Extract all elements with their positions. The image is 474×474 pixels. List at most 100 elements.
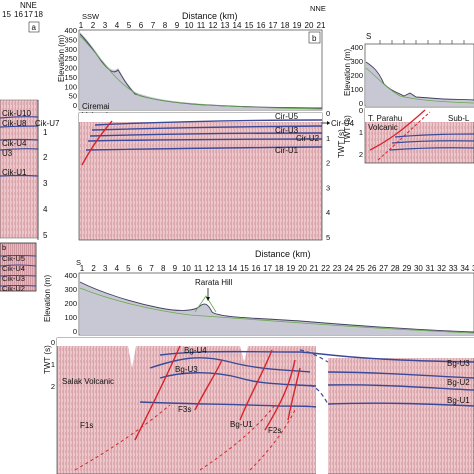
panel-d-distance-tick: 23 [333, 264, 342, 273]
panel-c-volcano: Volcanic [368, 123, 398, 132]
panel-a-twt-tick: 1 [43, 128, 48, 137]
panel-d-elevation-tick: 100 [64, 313, 77, 322]
panel-d-elev-label: Elevation (m) [43, 275, 52, 322]
panel-a-tick: 16 [14, 10, 23, 19]
panel-d-horizons [139, 350, 474, 408]
panel-c-ticks [379, 40, 465, 44]
panel-c-twt-tick: 2 [359, 150, 363, 159]
panel-b-distance-tick: 14 [233, 21, 242, 30]
panel-d-hill: Rarata Hill [195, 278, 233, 287]
panel-a-horizons [0, 116, 39, 177]
panel-c-label: S [366, 32, 371, 41]
panel-d-unit: Bg-U3 [175, 365, 198, 374]
panel-b-elevation-tick: 300 [64, 45, 77, 54]
panel-d-unit: Bg-U4 [184, 346, 207, 355]
panel-b-label-box [308, 31, 321, 44]
panel-d-distance-tick: 1 [80, 264, 85, 273]
panel-a-unit: Cik-U10 [2, 109, 31, 118]
panel-b-horizons [85, 119, 323, 151]
panel-b-fault [81, 120, 113, 166]
panel-d: Distance (km) S 1 2 3 4 5 6 7 8 9 10 11 12 13 14 15 16 1… [43, 249, 474, 474]
panel-d-distance-tick: 28 [391, 264, 400, 273]
panel-d-distance-tick: 18 [275, 264, 284, 273]
panel-b-twt-tick: 3 [326, 183, 330, 192]
panel-d-unit: Bg-U1 [447, 396, 470, 405]
panel-b-twt-tick: 4 [326, 208, 330, 217]
panel-d-distance-tick: 11 [194, 264, 203, 273]
panel-d-distance-tick: 17 [263, 264, 272, 273]
panel-d-twt-tick: 1 [51, 360, 55, 369]
panel-a-twt-tick: 2 [43, 153, 48, 162]
panel-b-label: b [312, 34, 317, 43]
panel-a-inset-unit: Cik-U3 [2, 274, 25, 283]
panel-b-unit: Cir-U1 [275, 146, 299, 155]
panel-d-distance-tick: 2 [91, 264, 96, 273]
panel-c-elevation-tick: 200 [350, 71, 363, 80]
panel-b-volcano: Ciremai [82, 102, 110, 111]
panel-d-distance-tick: 12 [205, 264, 214, 273]
panel-d-twt-tick: 0 [51, 338, 55, 347]
panel-b-unit: Cir-U3 [275, 126, 299, 135]
panel-b-distance-tick: 7 [151, 21, 156, 30]
panel-c-volcano: T. Parahu [368, 114, 402, 123]
panel-d-volcano: Salak Volcanic [62, 377, 114, 386]
panel-c-elevation-tick: 100 [350, 85, 363, 94]
panel-a-seismic [0, 99, 39, 239]
panel-c-elevation-tick: 300 [350, 57, 363, 66]
panel-b-elevation-tick: 100 [64, 82, 77, 91]
panel-a-twt-tick: 5 [43, 231, 48, 240]
panel-d-fault-label: F1s [80, 421, 93, 430]
panel-d-elevation-tick: 300 [64, 285, 77, 294]
panel-d-elevation-tick: 0 [73, 327, 77, 336]
panel-b-distance-tick: 6 [139, 21, 144, 30]
panel-b-distance-tick: 12 [209, 21, 218, 30]
panel-d-distance-tick: 35 [472, 264, 474, 273]
panel-c-elevation-tick: 0 [359, 99, 363, 108]
panel-d-left-dir: S [76, 258, 81, 267]
panel-b-distance-tick: 5 [127, 21, 132, 30]
panel-d-distance-tick: 30 [414, 264, 423, 273]
panel-b-distance-tick: 17 [269, 21, 278, 30]
panel-d-distance-tick: 31 [426, 264, 435, 273]
panel-a-label-box [28, 21, 40, 33]
panel-d-distance-tick: 24 [344, 264, 353, 273]
panel-d-distance-tick: 33 [449, 264, 458, 273]
panel-b-unit: Cir-U2 [296, 134, 320, 143]
panel-c-twt-tick: 0 [359, 106, 363, 115]
panel-b-distance-tick: 19 [293, 21, 302, 30]
panel-d-distance-tick: 13 [217, 264, 226, 273]
panel-b-distance-tick: 10 [185, 21, 194, 30]
panel-b-twt-tick: 0 [326, 109, 330, 118]
panel-b-distance-tick: 18 [281, 21, 290, 30]
panel-d-distance-tick: 16 [252, 264, 261, 273]
panel-d-distance-tick: 34 [460, 264, 469, 273]
panel-d-unit: Bg-U2 [447, 378, 470, 387]
panel-d-distance-tick: 20 [298, 264, 307, 273]
panel-d-distance-tick: 15 [240, 264, 249, 273]
panel-b-twt-tick: 1 [326, 134, 330, 143]
panel-d-distance-tick: 8 [161, 264, 166, 273]
panel-b-topo-green [79, 35, 323, 110]
panel-b-distance-tick: 8 [163, 21, 168, 30]
panel-d-unit: Bg-U3 [447, 359, 470, 368]
panel-c-elev-label: Elevation (m) [343, 49, 352, 96]
panel-b-xlabel: Distance (km) [182, 11, 238, 21]
panel-d-unit: Bg-U1 [230, 420, 253, 429]
panel-a-inset-unit: Cik-U4 [2, 264, 25, 273]
panel-b-right-dir: NNE [310, 4, 326, 13]
panel-b-elevation-tick: 400 [64, 26, 77, 35]
panel-a-tick: 15 [2, 10, 11, 19]
panel-c-unit: Sub-L [448, 114, 470, 123]
panel-d-fault-label: F3s [178, 405, 191, 414]
panel-b-distance-tick: 9 [175, 21, 180, 30]
panel-d-topo-fill [80, 282, 474, 335]
panel-b-elev-label: Elevation (m) [57, 35, 66, 82]
panel-b-distance-tick: 20 [305, 21, 314, 30]
panel-b-twt-tick: 2 [326, 159, 330, 168]
panel-b-unit: Cir-U5 [275, 112, 299, 121]
panel-b: SSW NNE Distance (km) 1 2 3 4 5 6 7 8 9 10 11 12 13 1… [57, 4, 355, 242]
panel-d-distance-tick: 7 [149, 264, 154, 273]
panel-b-twt-label: TWT (s) [337, 129, 346, 158]
